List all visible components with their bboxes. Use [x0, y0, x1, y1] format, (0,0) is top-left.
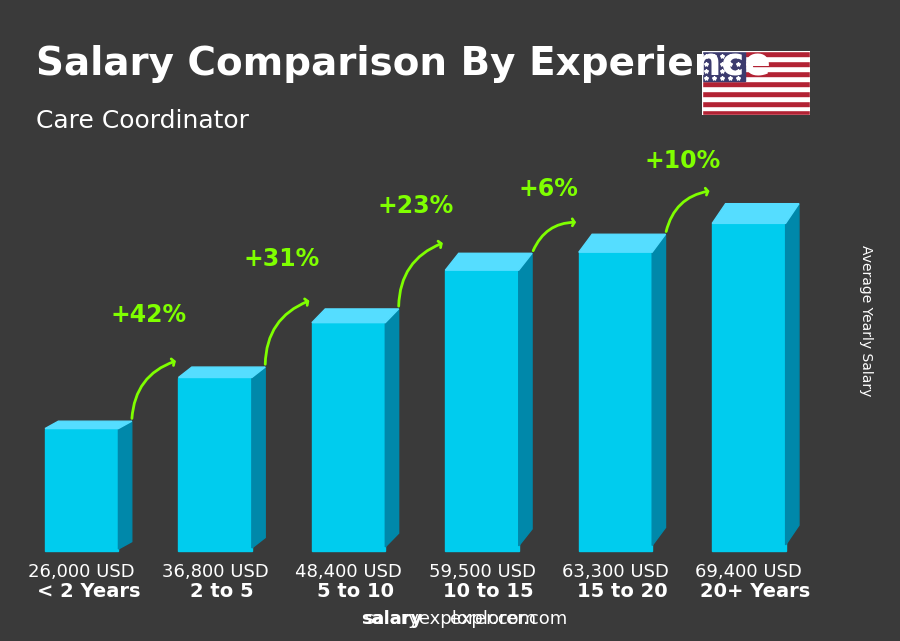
Bar	[702, 96, 810, 101]
Bar	[702, 106, 810, 110]
Bar	[702, 81, 810, 86]
Bar	[702, 66, 810, 71]
Text: salaryexplorer.com: salaryexplorer.com	[364, 610, 536, 628]
Text: 59,500 USD: 59,500 USD	[428, 563, 536, 581]
Polygon shape	[712, 204, 799, 223]
Polygon shape	[652, 234, 665, 545]
Bar	[702, 71, 810, 76]
Text: 20+ Years: 20+ Years	[700, 582, 811, 601]
Text: Average Yearly Salary: Average Yearly Salary	[859, 245, 873, 396]
Text: 10 to 15: 10 to 15	[444, 582, 534, 601]
Polygon shape	[786, 204, 799, 545]
Polygon shape	[579, 234, 665, 252]
Text: +10%: +10%	[644, 149, 720, 173]
Text: salary: salary	[361, 610, 422, 628]
Text: +31%: +31%	[244, 247, 320, 271]
Text: +42%: +42%	[111, 303, 186, 327]
Polygon shape	[45, 421, 131, 429]
Text: Care Coordinator: Care Coordinator	[36, 109, 249, 133]
Polygon shape	[178, 367, 266, 378]
Bar	[702, 110, 810, 115]
Polygon shape	[385, 309, 399, 547]
Bar	[702, 86, 810, 91]
Text: 48,400 USD: 48,400 USD	[295, 563, 402, 581]
Bar	[702, 91, 810, 96]
Text: 36,800 USD: 36,800 USD	[162, 563, 268, 581]
Bar	[702, 61, 810, 66]
Text: 26,000 USD: 26,000 USD	[29, 563, 135, 581]
Polygon shape	[446, 253, 532, 270]
Bar	[312, 322, 385, 551]
Polygon shape	[119, 421, 131, 549]
Text: 63,300 USD: 63,300 USD	[562, 563, 669, 581]
Text: +6%: +6%	[518, 177, 579, 201]
Bar	[702, 51, 810, 56]
Text: explorer.com: explorer.com	[450, 610, 567, 628]
Text: 2 to 5: 2 to 5	[190, 582, 254, 601]
Text: +23%: +23%	[377, 194, 454, 218]
Bar	[446, 270, 518, 551]
Polygon shape	[312, 309, 399, 322]
Polygon shape	[518, 253, 532, 546]
Bar	[712, 223, 786, 551]
Bar	[178, 378, 252, 551]
Text: 5 to 10: 5 to 10	[317, 582, 394, 601]
Polygon shape	[252, 367, 266, 548]
Bar	[45, 429, 119, 551]
Text: Salary Comparison By Experience: Salary Comparison By Experience	[36, 45, 770, 83]
Bar	[702, 51, 745, 81]
Text: 69,400 USD: 69,400 USD	[696, 563, 803, 581]
Text: < 2 Years: < 2 Years	[37, 582, 140, 601]
Bar	[702, 101, 810, 106]
Bar	[702, 56, 810, 61]
Text: 15 to 20: 15 to 20	[577, 582, 668, 601]
Bar	[579, 252, 652, 551]
Bar	[702, 76, 810, 81]
